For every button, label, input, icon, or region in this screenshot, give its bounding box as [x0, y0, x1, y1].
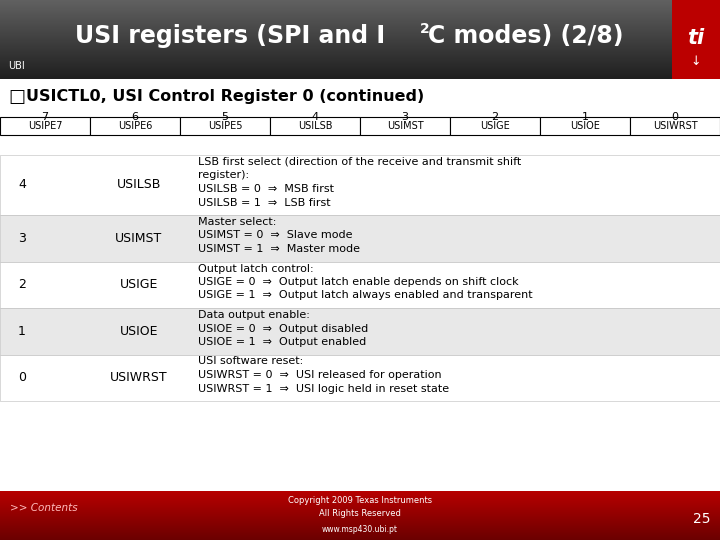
Text: USIWRST: USIWRST — [110, 372, 168, 384]
Text: ti: ti — [688, 28, 705, 48]
Bar — [360, 117, 450, 135]
Text: 25: 25 — [693, 512, 710, 526]
Text: 0: 0 — [18, 372, 26, 384]
Text: Output latch control:: Output latch control: — [198, 264, 314, 273]
Text: USIGE: USIGE — [120, 278, 158, 291]
Text: C modes) (2/8): C modes) (2/8) — [428, 24, 624, 48]
Bar — [0, 261, 720, 308]
Text: 3: 3 — [402, 112, 408, 122]
Text: USIMST = 1  ⇒  Master mode: USIMST = 1 ⇒ Master mode — [198, 244, 360, 254]
Text: 6: 6 — [132, 112, 138, 122]
Text: 2: 2 — [420, 22, 430, 36]
Text: 2: 2 — [18, 278, 26, 291]
Text: USILSB: USILSB — [117, 179, 161, 192]
Bar — [450, 117, 540, 135]
Text: USIPE7: USIPE7 — [28, 121, 62, 131]
Text: 4: 4 — [18, 179, 26, 192]
Text: 3: 3 — [18, 232, 26, 245]
Bar — [630, 117, 720, 135]
Bar — [180, 117, 270, 135]
Text: USIMST: USIMST — [115, 232, 163, 245]
Text: USICTL0, USI Control Register 0 (continued): USICTL0, USI Control Register 0 (continu… — [26, 90, 424, 105]
Text: 0: 0 — [672, 112, 678, 122]
Bar — [270, 117, 360, 135]
Bar — [0, 79, 720, 491]
Text: USILSB = 1  ⇒  LSB first: USILSB = 1 ⇒ LSB first — [198, 198, 330, 207]
Bar — [540, 117, 630, 135]
Text: USI software reset:: USI software reset: — [198, 356, 303, 367]
Text: USIMST = 0  ⇒  Slave mode: USIMST = 0 ⇒ Slave mode — [198, 231, 353, 240]
Text: >> Contents: >> Contents — [10, 503, 78, 513]
Text: USIGE = 0  ⇒  Output latch enable depends on shift clock: USIGE = 0 ⇒ Output latch enable depends … — [198, 277, 518, 287]
Text: 4: 4 — [312, 112, 318, 122]
Text: 1: 1 — [18, 325, 26, 338]
Text: register):: register): — [198, 171, 249, 180]
Bar — [0, 117, 90, 135]
Text: USIGE = 1  ⇒  Output latch always enabled and transparent: USIGE = 1 ⇒ Output latch always enabled … — [198, 291, 533, 300]
Text: 1: 1 — [582, 112, 588, 122]
Text: www.msp430.ubi.pt: www.msp430.ubi.pt — [322, 525, 398, 534]
Bar — [672, 0, 720, 79]
Text: USIWRST: USIWRST — [653, 121, 697, 131]
Text: USILSB: USILSB — [298, 121, 332, 131]
Text: Copyright 2009 Texas Instruments
All Rights Reserved: Copyright 2009 Texas Instruments All Rig… — [288, 496, 432, 518]
Text: Data output enable:: Data output enable: — [198, 310, 310, 320]
Text: LSB first select (direction of the receive and transmit shift: LSB first select (direction of the recei… — [198, 157, 521, 167]
Text: USIOE: USIOE — [570, 121, 600, 131]
Text: USIOE = 0  ⇒  Output disabled: USIOE = 0 ⇒ Output disabled — [198, 323, 368, 334]
Text: USIGE: USIGE — [480, 121, 510, 131]
Text: 7: 7 — [42, 112, 48, 122]
Text: 2: 2 — [492, 112, 498, 122]
Text: USIMST: USIMST — [387, 121, 423, 131]
Bar — [0, 215, 720, 261]
Bar — [0, 308, 720, 354]
Bar — [0, 354, 720, 401]
Text: Master select:: Master select: — [198, 217, 276, 227]
Text: USIOE: USIOE — [120, 325, 158, 338]
Text: □: □ — [8, 88, 25, 106]
Bar — [90, 117, 180, 135]
Text: ↓: ↓ — [690, 55, 701, 68]
Text: USIPE5: USIPE5 — [208, 121, 242, 131]
Text: USI registers (SPI and I: USI registers (SPI and I — [75, 24, 385, 48]
Text: 5: 5 — [222, 112, 228, 122]
Text: USIWRST = 1  ⇒  USI logic held in reset state: USIWRST = 1 ⇒ USI logic held in reset st… — [198, 383, 449, 394]
Bar — [0, 155, 720, 215]
Text: USIPE6: USIPE6 — [118, 121, 152, 131]
Text: USILSB = 0  ⇒  MSB first: USILSB = 0 ⇒ MSB first — [198, 184, 334, 194]
Text: USIOE = 1  ⇒  Output enabled: USIOE = 1 ⇒ Output enabled — [198, 337, 366, 347]
Text: UBI: UBI — [8, 61, 24, 71]
Text: USIWRST = 0  ⇒  USI released for operation: USIWRST = 0 ⇒ USI released for operation — [198, 370, 441, 380]
